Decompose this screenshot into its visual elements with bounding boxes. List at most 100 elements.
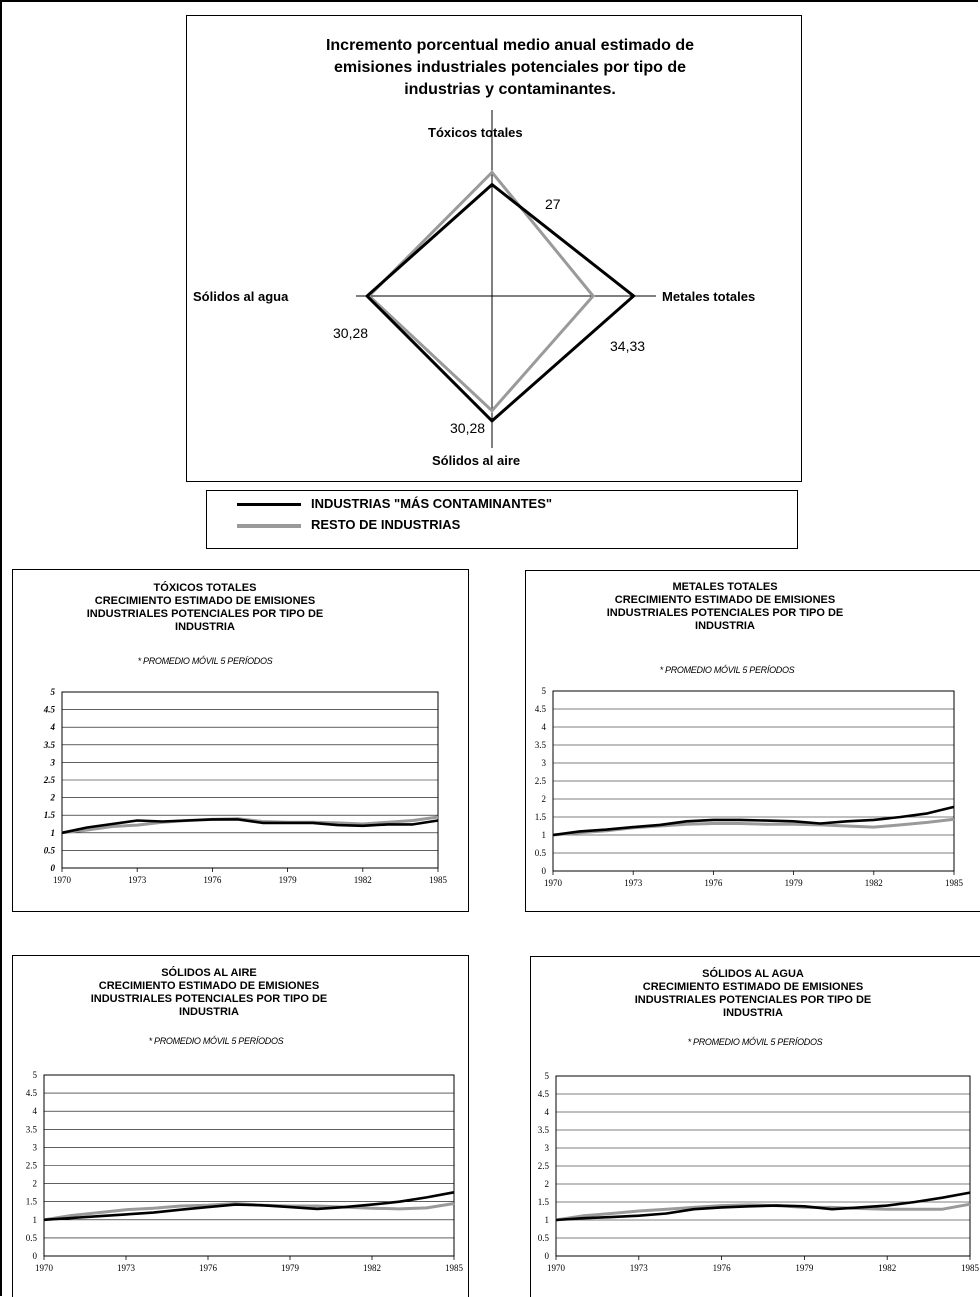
panel-solidos-aire-title-line-2: CRECIMIENTO ESTIMADO DE EMISIONES (98, 980, 320, 992)
panel-solidos-agua-xtick-label: 1982 (878, 1263, 896, 1273)
legend-swatch-rest (237, 524, 301, 528)
panel-metales-xtick-label: 1985 (945, 878, 964, 888)
panel-solidos-aire-ytick-label: 4 (33, 1106, 38, 1116)
radar-title-line-2: emisiones industriales potenciales por t… (333, 59, 687, 76)
panel-metales-ytick-label: 4 (542, 722, 547, 732)
panel-toxicos-ytick-label: 4 (50, 722, 56, 732)
panel-toxicos-xtick-label: 1970 (53, 875, 72, 885)
panel-metales (525, 570, 980, 912)
radar-axis-label-bottom: Sólidos al aire (432, 453, 521, 468)
panel-solidos-agua-xtick-label: 1979 (795, 1263, 814, 1273)
panel-solidos-aire-xtick-label: 1970 (35, 1263, 54, 1273)
panel-solidos-agua-ytick-label: 4.5 (538, 1089, 550, 1099)
panel-toxicos-xtick-label: 1973 (128, 875, 147, 885)
panel-toxicos-ytick-label: 2.5 (43, 775, 56, 785)
panel-solidos-agua-title-line-3: INDUSTRIALES POTENCIALES POR TIPO DE (634, 994, 872, 1006)
panel-solidos-aire-series-main (43, 1191, 455, 1222)
panel-solidos-aire-ytick-label: 5 (33, 1070, 38, 1080)
panel-metales-ytick-label: 0.5 (535, 848, 547, 858)
panel-metales-title-line-3: INDUSTRIALES POTENCIALES POR TIPO DE (606, 607, 844, 619)
legend-box (206, 490, 798, 549)
radar-value-label-right: 34,33 (610, 338, 646, 354)
radar-value-label-top: 27 (545, 196, 561, 212)
panel-solidos-agua-series-main (555, 1191, 971, 1222)
panel-toxicos-title-line-2: CRECIMIENTO ESTIMADO DE EMISIONES (94, 595, 316, 607)
panel-solidos-aire-ytick-label: 0 (33, 1251, 38, 1261)
panel-solidos-agua-ytick-label: 1 (545, 1215, 550, 1225)
panel-solidos-aire-ytick-label: 1.5 (26, 1197, 38, 1207)
radar-value-label-bottom: 30,28 (450, 420, 486, 436)
panel-toxicos-title-line-4: INDUSTRIA (175, 621, 235, 633)
panel-solidos-aire-title-line-3: INDUSTRIALES POTENCIALES POR TIPO DE (90, 993, 328, 1005)
panel-metales-xtick-label: 1976 (704, 878, 723, 888)
panel-toxicos-xtick-label: 1982 (354, 875, 372, 885)
radar-title-line-3: industrias y contaminantes. (404, 81, 616, 98)
panel-toxicos-title-line-3: INDUSTRIALES POTENCIALES POR TIPO DE (86, 608, 324, 620)
panel-solidos-agua-ytick-label: 0.5 (538, 1233, 550, 1243)
radar-chart-title: Incremento porcentual medio anual estima… (300, 35, 720, 101)
panel-toxicos-ytick-label: 0.5 (44, 845, 56, 855)
panel-solidos-aire-note: * PROMEDIO MÓVIL 5 PERÍODOS (148, 1036, 284, 1046)
panel-metales-xtick-label: 1973 (624, 878, 643, 888)
panel-solidos-aire-title-line-1: SÓLIDOS AL AIRE (161, 967, 257, 979)
panel-toxicos-xtick-label: 1976 (203, 875, 222, 885)
panel-solidos-aire-xtick-label: 1982 (363, 1263, 381, 1273)
panel-metales-ytick-label: 5 (542, 686, 547, 696)
panel-metales-ytick-label: 3.5 (535, 740, 547, 750)
panel-solidos-agua-plot-frame (555, 1075, 971, 1257)
radar-axis-label-right: Metales totales (662, 289, 756, 304)
panel-solidos-agua-ytick-label: 1.5 (538, 1197, 550, 1207)
panel-metales-ytick-label: 1 (542, 830, 547, 840)
panel-solidos-agua-xtick-label: 1985 (961, 1263, 980, 1273)
panel-toxicos-ytick-label: 3.5 (43, 740, 56, 750)
panel-solidos-agua-title-line-4: INDUSTRIA (723, 1007, 783, 1019)
panel-solidos-aire-ytick-label: 3 (33, 1142, 38, 1152)
radar-axis-label-left: Sólidos al agua (193, 289, 289, 304)
panel-toxicos-title: TÓXICOS TOTALES CRECIMIENTO ESTIMADO DE … (40, 582, 370, 634)
panel-solidos-agua-title: SÓLIDOS AL AGUA CRECIMIENTO ESTIMADO DE … (588, 968, 918, 1020)
panel-solidos-agua-ytick-label: 3.5 (538, 1125, 550, 1135)
panel-solidos-agua-ytick-label: 2 (545, 1179, 550, 1189)
panel-metales-ytick-label: 4.5 (535, 704, 547, 714)
panel-metales-ytick-label: 2 (542, 794, 547, 804)
panel-metales-series-main (552, 805, 955, 837)
legend-label-rest: RESTO DE INDUSTRIAS (311, 517, 461, 532)
panel-metales-title-line-2: CRECIMIENTO ESTIMADO DE EMISIONES (614, 594, 836, 606)
legend-label-main: INDUSTRIAS "MÁS CONTAMINANTES" (311, 496, 553, 511)
panel-toxicos-ytick-label: 3 (50, 757, 56, 767)
panel-metales-ytick-label: 0 (542, 866, 547, 876)
panel-solidos-agua-xtick-label: 1973 (630, 1263, 649, 1273)
panel-toxicos-title-line-1: TÓXICOS TOTALES (153, 582, 257, 594)
radar-value-label-left: 30,28 (333, 325, 369, 341)
panel-toxicos-xtick-label: 1985 (429, 875, 448, 885)
panel-solidos-aire-title-line-4: INDUSTRIA (179, 1006, 239, 1018)
panel-metales-note: * PROMEDIO MÓVIL 5 PERÍODOS (659, 665, 795, 675)
panel-solidos-aire-ytick-label: 0.5 (26, 1233, 38, 1243)
legend-swatch-main (237, 503, 301, 506)
panel-metales-title-line-1: METALES TOTALES (672, 581, 778, 593)
panel-solidos-aire-xtick-label: 1985 (445, 1263, 464, 1273)
panel-solidos-agua-ytick-label: 4 (545, 1107, 550, 1117)
panel-solidos-aire-ytick-label: 1 (33, 1215, 38, 1225)
panel-solidos-aire-ytick-label: 4.5 (26, 1088, 38, 1098)
radar-series-rest (366, 170, 596, 413)
panel-solidos-agua-xtick-label: 1976 (713, 1263, 732, 1273)
panel-toxicos-xtick-label: 1979 (279, 875, 298, 885)
panel-metales-title: METALES TOTALES CRECIMIENTO ESTIMADO DE … (560, 581, 890, 633)
panel-toxicos-ytick-label: 0 (51, 863, 56, 873)
panel-toxicos-ytick-label: 1 (51, 828, 56, 838)
panel-solidos-agua-ytick-label: 2.5 (538, 1161, 550, 1171)
radar-series-main (364, 182, 636, 423)
panel-toxicos-ytick-label: 1.5 (44, 810, 56, 820)
panel-solidos-aire-xtick-label: 1976 (199, 1263, 218, 1273)
panel-metales-plot-frame (552, 690, 955, 872)
panel-solidos-agua-title-line-2: CRECIMIENTO ESTIMADO DE EMISIONES (642, 981, 864, 993)
panel-solidos-aire-xtick-label: 1979 (281, 1263, 300, 1273)
panel-toxicos (12, 569, 469, 912)
panel-solidos-agua-title-line-1: SÓLIDOS AL AGUA (702, 968, 804, 980)
panel-solidos-agua-ytick-label: 3 (545, 1143, 550, 1153)
panel-solidos-agua-ytick-label: 5 (545, 1071, 550, 1081)
